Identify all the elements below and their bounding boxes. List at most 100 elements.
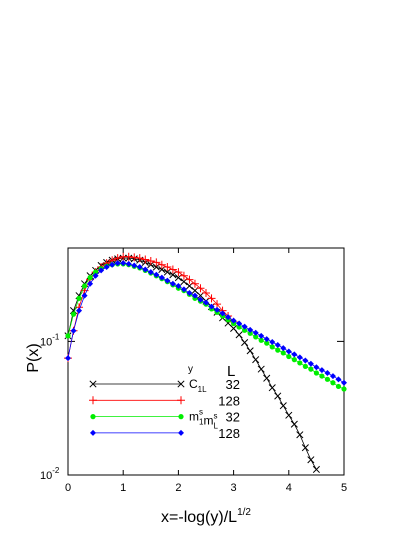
marker <box>141 255 150 264</box>
x-tick-label: 2 <box>175 482 181 494</box>
marker <box>264 340 270 346</box>
marker <box>253 334 259 340</box>
marker <box>191 292 198 299</box>
marker <box>241 339 249 347</box>
marker <box>125 260 132 267</box>
marker <box>258 337 264 343</box>
marker <box>301 444 309 452</box>
x-tick-label: 3 <box>231 482 237 494</box>
marker <box>177 396 185 405</box>
x-axis-label-main: x=-log(y)/L <box>161 509 237 526</box>
marker <box>174 268 183 277</box>
marker <box>81 283 88 289</box>
marker <box>252 329 259 336</box>
marker <box>307 456 315 464</box>
marker <box>185 275 194 284</box>
marker <box>178 429 184 436</box>
marker <box>92 272 99 279</box>
marker <box>258 332 265 339</box>
x-tick-label: 0 <box>65 482 71 494</box>
marker <box>257 365 265 373</box>
marker <box>146 256 155 265</box>
marker <box>274 392 282 400</box>
x-tick-label: 5 <box>341 482 347 494</box>
marker <box>280 350 286 356</box>
marker <box>98 267 105 274</box>
marker <box>252 356 260 364</box>
marker <box>297 360 303 366</box>
marker <box>87 280 94 287</box>
marker <box>89 396 97 405</box>
legend-entry: ms 1ms L32 <box>90 408 240 431</box>
marker <box>330 380 336 386</box>
marker <box>291 351 298 358</box>
marker <box>65 355 71 362</box>
marker <box>203 299 209 306</box>
y-tick-exponent: -1 <box>52 332 60 341</box>
marker <box>152 258 161 267</box>
marker <box>208 303 215 310</box>
marker <box>168 265 177 274</box>
marker <box>153 271 160 278</box>
marker <box>318 367 325 374</box>
marker <box>290 420 298 428</box>
marker <box>275 347 281 353</box>
marker <box>136 264 143 271</box>
marker <box>164 277 171 284</box>
marker <box>246 347 254 355</box>
y-tick-base: 10 <box>40 336 52 348</box>
marker <box>175 282 182 289</box>
marker <box>147 269 154 276</box>
marker <box>296 354 303 361</box>
marker <box>241 323 248 330</box>
marker <box>235 331 243 339</box>
legend-entry: 128 <box>89 393 240 408</box>
marker <box>70 311 77 317</box>
marker <box>87 275 93 281</box>
marker <box>124 252 133 261</box>
marker <box>269 338 276 345</box>
marker <box>242 327 248 333</box>
marker <box>169 271 177 279</box>
marker <box>341 379 347 386</box>
legend-entry: C1L 32 <box>89 377 240 394</box>
marker <box>286 353 292 360</box>
y-axis-label: P(x) <box>25 343 42 372</box>
legend-entry: 128 <box>90 426 240 441</box>
legend-label-text: m <box>189 410 199 424</box>
marker <box>103 264 110 271</box>
marker <box>313 364 320 371</box>
marker <box>230 324 238 332</box>
marker <box>247 326 254 333</box>
legend-title: y <box>188 364 193 375</box>
marker <box>269 344 275 350</box>
marker <box>180 286 187 293</box>
marker <box>236 324 242 330</box>
marker <box>335 383 342 390</box>
marker <box>179 271 188 280</box>
marker <box>207 294 216 303</box>
marker <box>196 284 205 293</box>
marker <box>236 320 243 327</box>
legend-label-sub: L <box>213 422 218 431</box>
marker <box>190 279 199 288</box>
x-tick-label: 4 <box>286 482 292 494</box>
marker <box>247 330 253 336</box>
y-tick-label: 10-1 <box>40 332 60 348</box>
marker <box>268 384 276 392</box>
marker <box>157 260 166 269</box>
marker <box>186 290 193 297</box>
marker <box>308 366 314 372</box>
marker <box>76 307 83 314</box>
marker <box>131 262 138 269</box>
marker <box>341 386 347 392</box>
marker <box>274 341 281 348</box>
legend-label-text: m <box>203 414 213 428</box>
marker <box>302 363 308 369</box>
marker <box>90 429 96 436</box>
marker <box>324 376 331 382</box>
x-tick-label: 1 <box>120 482 126 494</box>
marker <box>90 414 96 420</box>
legend-l-value: 32 <box>226 377 240 392</box>
